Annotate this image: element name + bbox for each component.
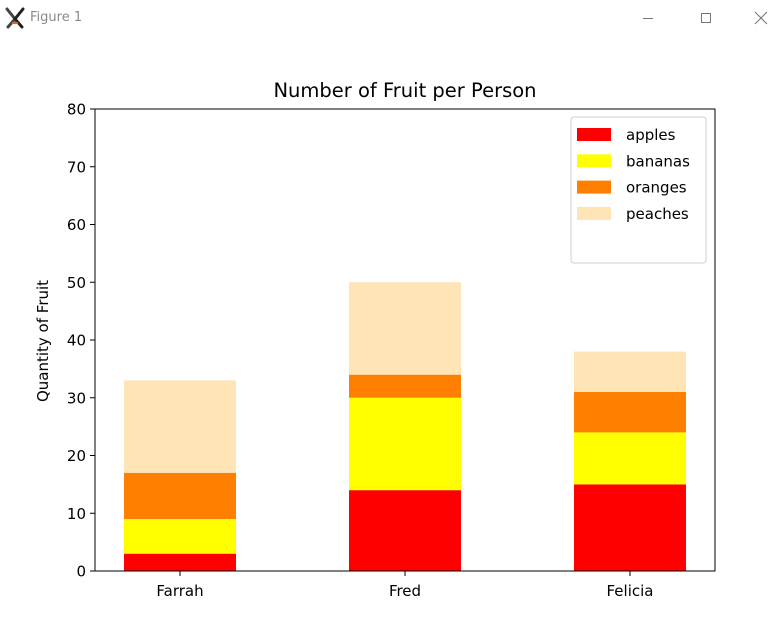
maximize-button[interactable] [683, 4, 729, 32]
bar-oranges-farrah [124, 472, 236, 520]
bar-apples-felicia [574, 484, 686, 571]
x-tick-label: Farrah [156, 582, 203, 600]
stacked-bar-chart: Number of Fruit per Person Quantity of F… [34, 79, 716, 600]
close-icon [754, 11, 768, 25]
bar-apples-fred [349, 490, 461, 571]
legend-label-apples: apples [626, 126, 676, 144]
y-tick-label: 60 [67, 216, 86, 234]
plot-frame [94, 108, 716, 572]
legend-swatch-bananas [577, 154, 611, 168]
y-tick-label: 30 [67, 389, 86, 407]
bar-bananas-farrah [124, 519, 236, 554]
chart-title: Number of Fruit per Person [273, 79, 536, 102]
y-tick-label: 70 [67, 158, 86, 176]
bar-peaches-felicia [574, 351, 686, 392]
legend-swatch-apples [577, 128, 611, 141]
maximize-icon [701, 13, 711, 23]
window-title: Figure 1 [30, 10, 83, 25]
legend-swatch-oranges [577, 180, 611, 194]
minimize-icon [643, 18, 653, 19]
close-button[interactable] [738, 4, 783, 32]
legend-frame [570, 116, 707, 264]
y-axis-label: Quantity of Fruit [34, 280, 52, 402]
legend-label-peaches: peaches [626, 205, 689, 223]
x-tick-label: Fred [389, 582, 421, 600]
matplotlib-x-icon [5, 7, 25, 29]
bars-group [124, 282, 686, 571]
y-tick-label: 50 [67, 274, 86, 292]
y-tick-label: 0 [76, 563, 86, 581]
bar-bananas-fred [349, 397, 461, 491]
window-titlebar: Figure 1 [0, 0, 783, 36]
y-axis: 0 10 20 30 40 50 60 70 80 [67, 101, 95, 581]
y-tick-label: 10 [67, 505, 86, 523]
y-tick-label: 20 [67, 447, 86, 465]
y-tick-label: 40 [67, 332, 86, 350]
legend-label-oranges: oranges [626, 179, 687, 197]
legend-label-bananas: bananas [626, 152, 690, 170]
bar-apples-farrah [124, 553, 236, 571]
legend-swatch-peaches [577, 206, 611, 220]
bar-peaches-fred [349, 282, 461, 375]
bar-oranges-fred [349, 374, 461, 398]
x-axis: Farrah Fred Felicia [156, 571, 653, 600]
y-tick-label: 80 [67, 101, 86, 119]
legend: apples bananas oranges peaches [570, 116, 707, 264]
bar-peaches-farrah [124, 380, 236, 473]
x-tick-label: Felicia [607, 582, 654, 600]
bar-oranges-felicia [574, 391, 686, 433]
bar-bananas-felicia [574, 432, 686, 485]
minimize-button[interactable] [625, 4, 671, 32]
